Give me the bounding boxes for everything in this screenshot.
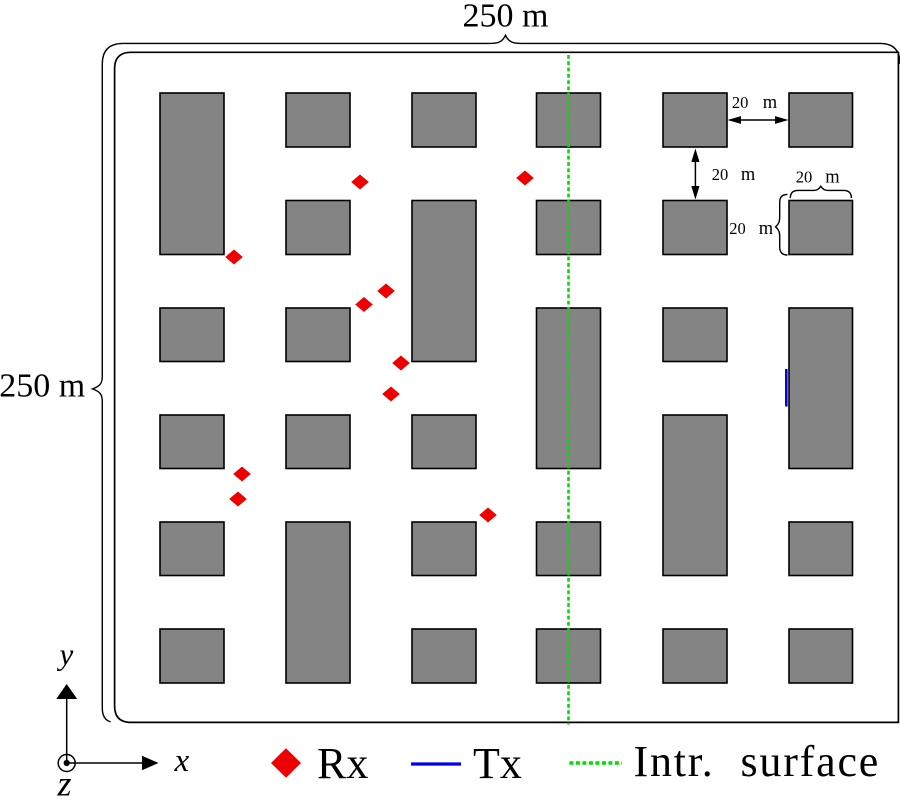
svg-text:Rx: Rx	[317, 739, 368, 788]
svg-text:y: y	[57, 637, 74, 672]
svg-text:20: 20	[712, 165, 729, 184]
svg-text:m: m	[741, 165, 756, 185]
svg-text:m: m	[759, 219, 774, 239]
svg-text:m: m	[825, 168, 840, 188]
svg-text:20: 20	[796, 168, 813, 187]
svg-text:x: x	[174, 743, 190, 779]
svg-text:Tx: Tx	[473, 739, 522, 788]
svg-text:m: m	[763, 93, 778, 113]
svg-text:Intr.: Intr.	[634, 737, 715, 786]
svg-text:z: z	[57, 764, 72, 800]
svg-text:20: 20	[732, 93, 749, 112]
svg-text:20: 20	[729, 219, 746, 238]
svg-text:250 m: 250 m	[463, 0, 549, 34]
svg-text:250 m: 250 m	[0, 368, 85, 405]
svg-text:surface: surface	[741, 737, 881, 786]
